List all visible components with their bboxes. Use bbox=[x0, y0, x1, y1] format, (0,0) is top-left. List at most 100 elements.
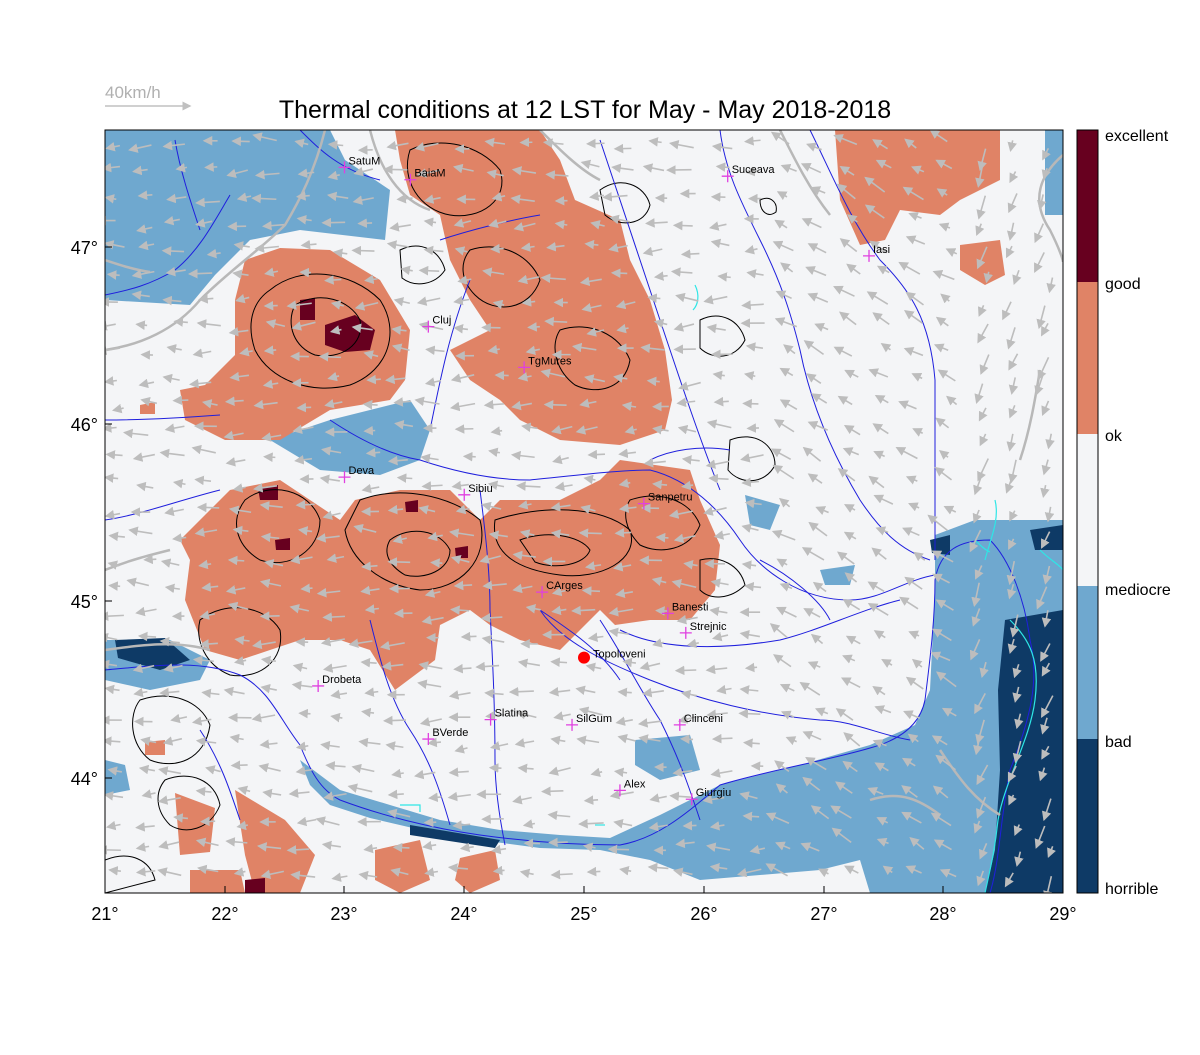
station-label: CArges bbox=[546, 580, 583, 592]
station-label: Sanpetru bbox=[648, 492, 693, 504]
wind-arrow bbox=[546, 321, 567, 322]
y-tick-label: 46° bbox=[71, 415, 98, 435]
wind-arrow bbox=[293, 383, 308, 384]
wind-arrow bbox=[174, 400, 188, 401]
legend-label-ok: ok bbox=[1105, 428, 1123, 445]
station-label: Giurgiu bbox=[696, 787, 731, 799]
colorbar-bad bbox=[1077, 739, 1098, 893]
wind-arrow bbox=[398, 478, 412, 479]
x-tick-label: 28° bbox=[929, 904, 956, 924]
wind-arrow bbox=[682, 254, 699, 255]
x-tick-label: 29° bbox=[1049, 904, 1076, 924]
legend-label-mediocre: mediocre bbox=[1105, 582, 1171, 599]
station-label: Iasi bbox=[873, 244, 890, 256]
wind-arrow bbox=[589, 454, 605, 455]
wind-arrow bbox=[364, 404, 377, 405]
station-label: Clinceni bbox=[684, 713, 723, 725]
wind-arrow bbox=[552, 662, 567, 663]
wind-arrow bbox=[139, 636, 156, 637]
colorbar-ok bbox=[1077, 434, 1098, 586]
wind-arrow bbox=[298, 407, 311, 408]
wind-arrow bbox=[99, 850, 121, 851]
wind-arrow bbox=[612, 273, 627, 274]
wind-arrow bbox=[142, 355, 153, 356]
wind-arrow bbox=[588, 871, 600, 872]
wind-arrow bbox=[657, 611, 668, 612]
wind-arrow bbox=[550, 842, 568, 843]
wind-arrow bbox=[543, 791, 564, 792]
station-label: Banesti bbox=[672, 601, 709, 613]
colorbar: excellent good ok mediocre bad horrible bbox=[1077, 128, 1171, 898]
y-tick-label: 44° bbox=[71, 769, 98, 789]
wind-arrow bbox=[297, 504, 314, 505]
station-label: SilGum bbox=[576, 713, 612, 725]
wind-arrow bbox=[713, 738, 732, 739]
wind-arrow bbox=[519, 768, 534, 769]
wind-arrow bbox=[139, 195, 152, 196]
wind-arrow bbox=[585, 800, 598, 801]
wind-arrow bbox=[710, 478, 729, 479]
legend-label-horrible: horrible bbox=[1105, 881, 1158, 898]
wind-arrow bbox=[619, 692, 632, 693]
wind-arrow bbox=[684, 825, 696, 826]
x-tick-label: 21° bbox=[91, 904, 118, 924]
wind-arrow bbox=[494, 870, 504, 871]
map-title: Thermal conditions at 12 LST for May - M… bbox=[279, 96, 891, 124]
wind-arrow bbox=[492, 248, 504, 249]
wind-arrow bbox=[110, 586, 120, 587]
station-label: Drobeta bbox=[322, 674, 362, 686]
wind-arrow bbox=[385, 720, 406, 721]
station-label: BaiaM bbox=[414, 168, 445, 180]
x-tick-label: 24° bbox=[450, 904, 477, 924]
x-tick-label: 22° bbox=[211, 904, 238, 924]
wind-arrow bbox=[580, 533, 602, 534]
y-tick-label: 45° bbox=[71, 592, 98, 612]
wind-arrow bbox=[163, 251, 184, 252]
wind-arrow bbox=[365, 431, 375, 432]
y-tick-label: 47° bbox=[71, 238, 98, 258]
map-area bbox=[98, 130, 1063, 899]
wind-arrow bbox=[588, 143, 605, 144]
wind-arrow bbox=[206, 167, 218, 168]
wind-arrow bbox=[552, 874, 573, 875]
x-tick-label: 25° bbox=[570, 904, 597, 924]
wind-arrow bbox=[175, 321, 188, 322]
legend-label-excellent: excellent bbox=[1105, 128, 1169, 145]
wind-arrow bbox=[302, 588, 313, 589]
wind-arrow bbox=[227, 401, 244, 402]
wind-arrow bbox=[389, 562, 410, 563]
wind-arrow bbox=[394, 847, 409, 848]
wind-arrow bbox=[510, 691, 533, 692]
wind-arrow bbox=[746, 667, 757, 668]
x-tick-label: 23° bbox=[330, 904, 357, 924]
legend-label-bad: bad bbox=[1105, 734, 1132, 751]
wind-arrow bbox=[432, 563, 443, 564]
wind-arrow bbox=[229, 560, 244, 561]
wind-arrow bbox=[324, 616, 345, 617]
wind-arrow bbox=[353, 250, 374, 251]
station-label: Deva bbox=[349, 465, 376, 477]
wind-arrow bbox=[545, 405, 566, 406]
wind-arrow bbox=[395, 613, 412, 614]
x-tick-label: 26° bbox=[690, 904, 717, 924]
wind-arrow bbox=[583, 591, 599, 592]
wind-arrow bbox=[232, 765, 247, 766]
station-label: Strejnic bbox=[690, 621, 727, 633]
highlight-station-label: Topoloveni bbox=[593, 649, 646, 661]
wind-arrow bbox=[717, 166, 729, 167]
wind-arrow bbox=[744, 816, 759, 817]
wind-arrow bbox=[529, 327, 540, 328]
wind-arrow bbox=[200, 298, 214, 299]
wind-arrow bbox=[740, 713, 760, 714]
wind-arrow bbox=[265, 457, 276, 458]
station-label: BVerde bbox=[432, 727, 468, 739]
wind-arrow bbox=[682, 739, 693, 740]
station-label: Cluj bbox=[432, 315, 451, 327]
wind-arrow bbox=[145, 559, 157, 560]
wind-arrow bbox=[107, 454, 123, 455]
station-label: Alex bbox=[624, 778, 646, 790]
wind-arrow bbox=[137, 324, 147, 325]
station-label: Suceava bbox=[732, 164, 776, 176]
wind-arrow bbox=[320, 356, 341, 357]
